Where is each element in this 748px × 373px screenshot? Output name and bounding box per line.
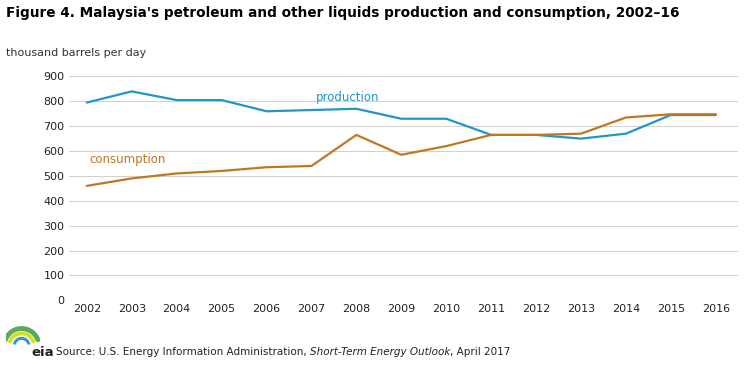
- Text: eia: eia: [31, 346, 54, 359]
- Text: Short-Term Energy Outlook: Short-Term Energy Outlook: [310, 348, 450, 357]
- Text: , April 2017: , April 2017: [450, 348, 511, 357]
- Text: Figure 4. Malaysia's petroleum and other liquids production and consumption, 200: Figure 4. Malaysia's petroleum and other…: [6, 6, 679, 20]
- Text: thousand barrels per day: thousand barrels per day: [6, 48, 147, 58]
- Text: consumption: consumption: [89, 153, 165, 166]
- Text: Source: U.S. Energy Information Administration,: Source: U.S. Energy Information Administ…: [56, 348, 310, 357]
- Text: production: production: [316, 91, 379, 104]
